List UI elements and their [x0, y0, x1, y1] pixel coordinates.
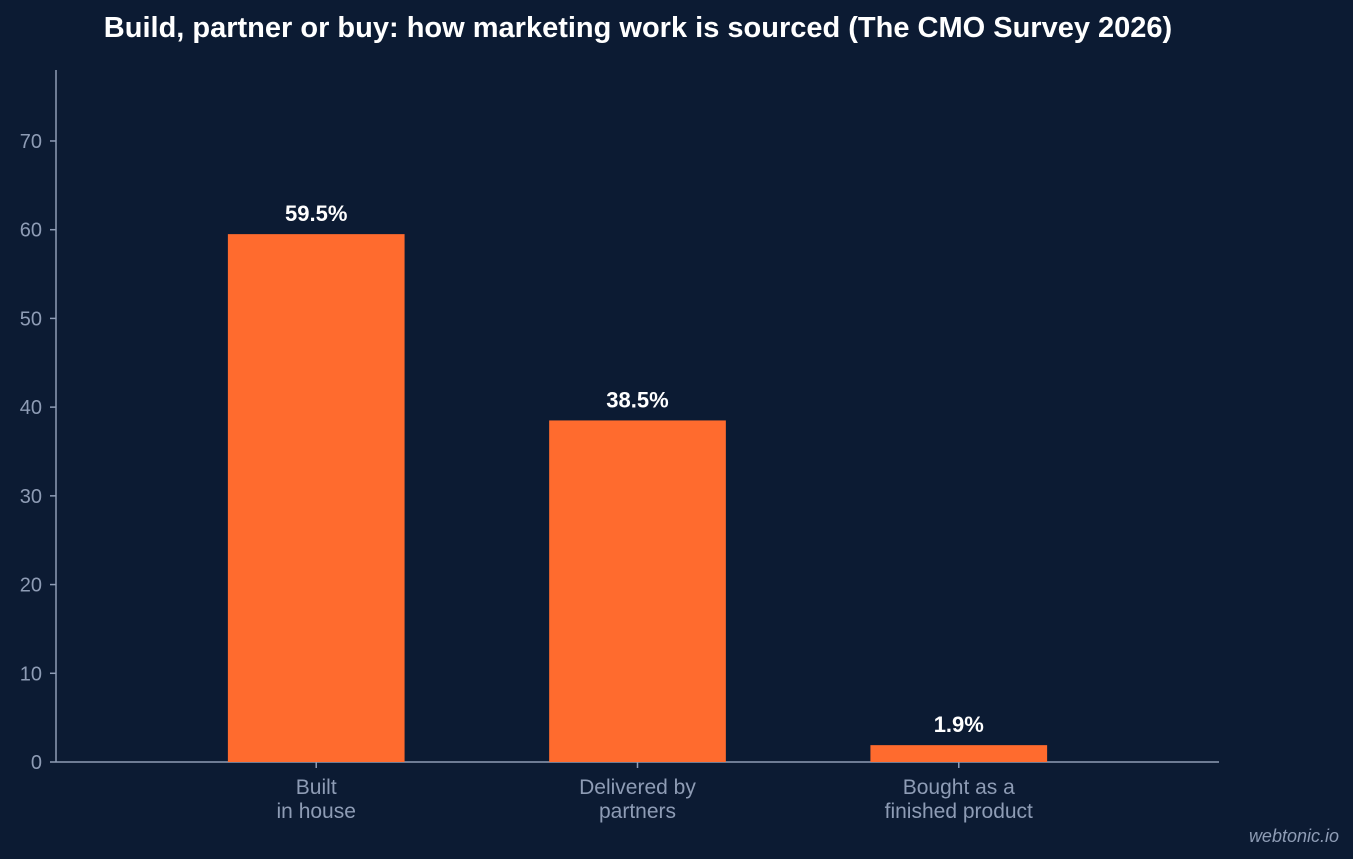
bar-value-label: 38.5%: [606, 387, 668, 412]
labels: 59.5% Built in house 38.5% Delivered by partn…: [277, 201, 1034, 823]
watermark: webtonic.io: [1248, 826, 1339, 846]
y-tick-label: 70: [20, 131, 42, 153]
bar-value-label: 59.5%: [285, 201, 347, 226]
y-tick-label: 10: [20, 663, 42, 685]
x-category-label-line: finished product: [885, 800, 1033, 823]
x-category-label-line: partners: [599, 800, 676, 823]
bar-value-label: 1.9%: [934, 712, 984, 737]
y-tick-label: 20: [20, 575, 42, 597]
y-tick-label: 0: [31, 752, 42, 774]
x-category-label: Built in house: [277, 776, 356, 823]
x-category-label-line: Delivered by: [579, 776, 696, 799]
x-category-label-line: Built: [296, 776, 337, 799]
y-tick-label: 30: [20, 486, 42, 508]
bar: [549, 420, 726, 762]
bars: [227, 234, 1048, 763]
x-category-label-line: Bought as a: [903, 776, 1015, 799]
chart-title: Build, partner or buy: how marketing wor…: [103, 12, 1173, 44]
bar: [227, 234, 405, 763]
x-category-label-line: in house: [277, 800, 356, 823]
y-tick-label: 40: [20, 397, 42, 419]
y-tick-label: 50: [20, 308, 42, 330]
y-tick-label: 60: [20, 220, 42, 242]
x-category-label: Delivered by partners: [579, 776, 696, 823]
x-category-label: Bought as a finished product: [885, 776, 1033, 823]
bar: [870, 745, 1048, 762]
